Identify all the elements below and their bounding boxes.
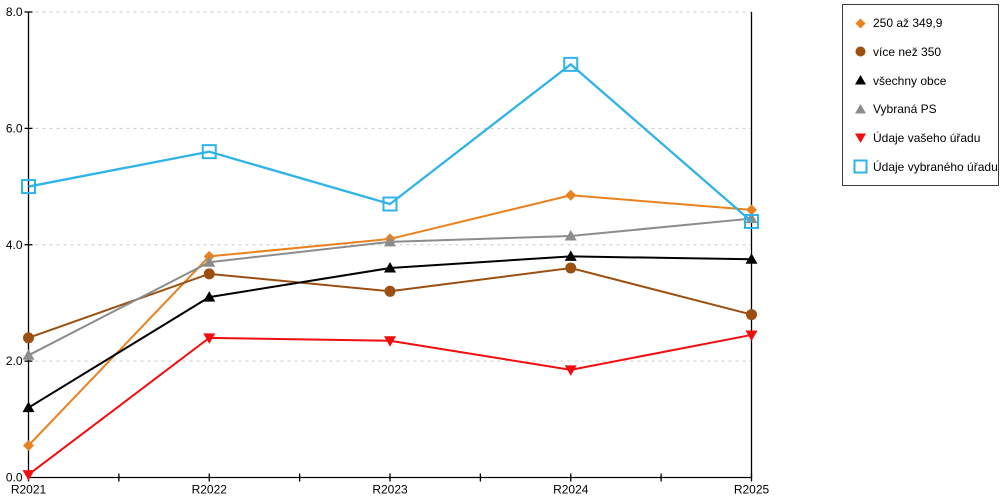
data-point-marker xyxy=(563,56,579,72)
data-point-marker xyxy=(745,253,758,264)
data-point-marker xyxy=(203,268,215,280)
data-point-marker xyxy=(22,470,35,481)
series-line xyxy=(27,333,752,476)
x-tick-label: R2022 xyxy=(192,483,228,497)
legend-item-vice-nez-350: více než 350 xyxy=(853,41,996,63)
data-point-marker xyxy=(564,365,577,376)
legend-label: Údaje vašeho úřadu xyxy=(873,130,981,145)
data-point-marker xyxy=(746,309,757,321)
y-tick-label: 0.0 xyxy=(6,471,23,485)
data-point-marker xyxy=(564,250,577,261)
data-point-marker xyxy=(203,256,216,267)
data-point-marker xyxy=(855,75,866,85)
data-point-marker xyxy=(384,285,396,297)
data-point-marker xyxy=(746,204,757,216)
series-line xyxy=(28,62,753,223)
y-tick-label: 2.0 xyxy=(6,354,23,368)
data-point-marker xyxy=(203,291,216,302)
data-point-marker xyxy=(21,179,36,195)
data-point-marker xyxy=(564,230,577,241)
legend: 250 až 349,9 více než 350 všechny obce V… xyxy=(842,4,999,186)
legend-item-vsechny-obce: všechny obce xyxy=(853,70,996,92)
data-point-marker xyxy=(23,439,34,451)
data-point-marker xyxy=(384,336,396,347)
x-tick-label: R2025 xyxy=(734,483,770,497)
data-point-marker xyxy=(384,235,396,247)
circle-marker-icon xyxy=(855,46,866,57)
legend-label: všechny obce xyxy=(873,73,947,88)
series-line xyxy=(28,267,752,339)
legend-label: Vybraná PS xyxy=(873,102,937,117)
data-point-marker xyxy=(855,18,866,29)
y-tick-label: 6.0 xyxy=(6,121,23,135)
data-point-marker xyxy=(565,189,577,201)
data-point-marker xyxy=(745,212,758,224)
data-point-marker xyxy=(201,144,217,160)
triangle-up-marker-icon xyxy=(855,75,866,85)
data-point-marker xyxy=(744,213,759,229)
data-point-marker xyxy=(22,401,35,413)
data-point-marker xyxy=(855,46,866,57)
data-point-marker xyxy=(853,159,868,174)
data-point-marker xyxy=(23,332,34,344)
legend-label: více než 350 xyxy=(873,44,942,59)
y-tick-label: 4.0 xyxy=(6,238,23,252)
data-point-marker xyxy=(384,262,396,273)
legend-item-vybrana-ps: Vybraná PS xyxy=(853,98,996,120)
x-tick-label: R2023 xyxy=(372,483,408,497)
triangle-down-marker-icon xyxy=(855,133,866,144)
x-tick-label: R2021 xyxy=(11,483,47,497)
series-line xyxy=(27,194,752,447)
data-point-marker xyxy=(855,133,866,144)
data-point-marker xyxy=(203,333,216,344)
diamond-marker-icon xyxy=(855,18,866,29)
legend-label: 250 až 349,9 xyxy=(873,16,943,31)
data-point-marker xyxy=(565,262,577,274)
data-point-marker xyxy=(382,196,398,212)
x-tick-label: R2024 xyxy=(553,483,589,497)
y-tick-label: 8.0 xyxy=(6,5,23,19)
legend-item-udaje-vaseho-uradu: Údaje vašeho úřadu xyxy=(853,127,996,149)
legend-item-udaje-vybraneho-uradu: Údaje vybraného úřadu xyxy=(853,156,998,178)
square-outline-marker-icon xyxy=(853,159,868,174)
legend-item-250-az-349: 250 až 349,9 xyxy=(853,12,996,34)
legend-label: Údaje vybraného úřadu xyxy=(873,159,998,174)
data-point-marker xyxy=(855,103,866,114)
data-point-marker xyxy=(745,330,758,341)
data-point-marker xyxy=(22,349,35,360)
triangle-up-marker-icon xyxy=(855,103,866,114)
